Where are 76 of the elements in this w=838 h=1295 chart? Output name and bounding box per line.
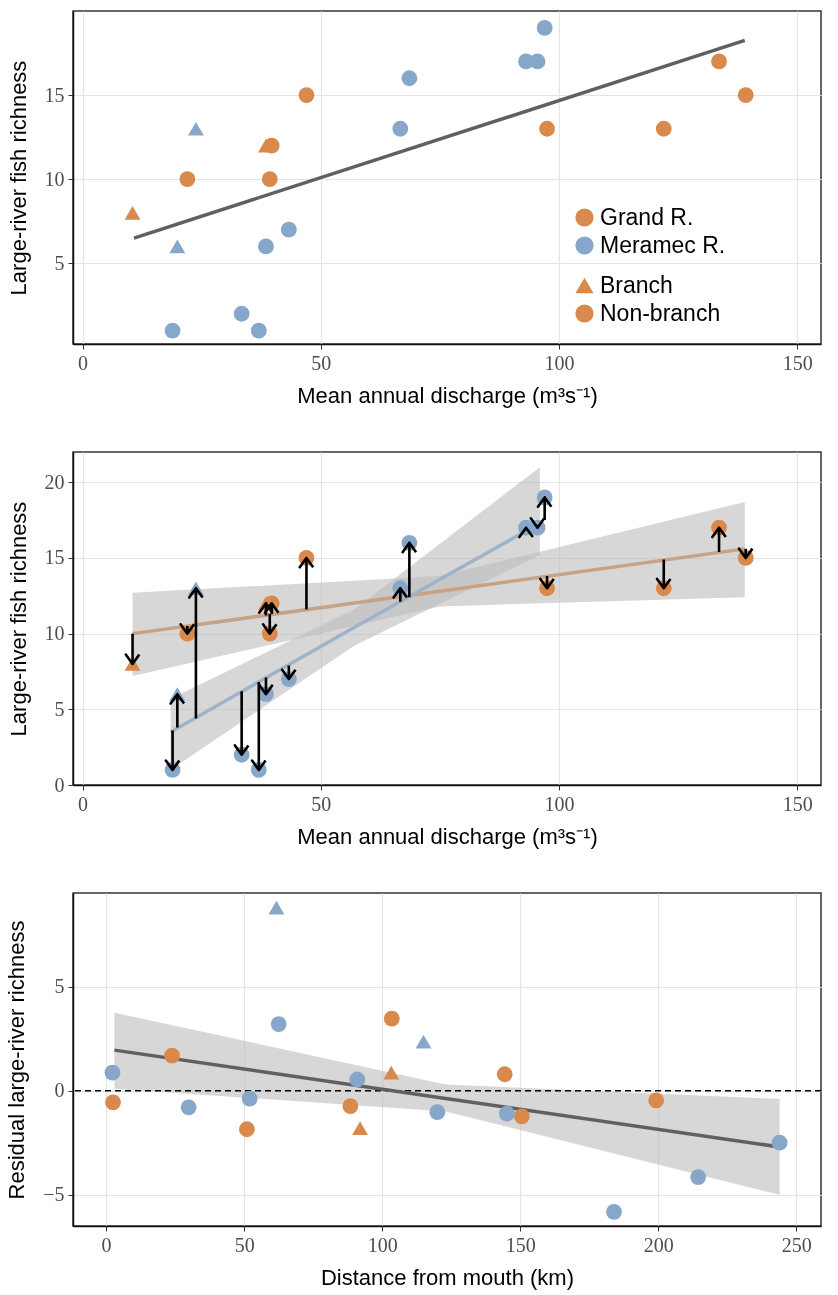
y-tick-label: 0	[54, 773, 65, 796]
point	[258, 238, 274, 255]
x-tick-label: 0	[78, 351, 89, 374]
y-tick-label: 5	[54, 975, 65, 998]
point	[429, 1104, 446, 1121]
point	[250, 322, 267, 339]
point	[270, 1016, 287, 1033]
point	[105, 1094, 121, 1111]
point	[513, 1108, 530, 1125]
y-tick-label: 10	[44, 622, 65, 645]
y-tick-label: 10	[44, 167, 65, 190]
x-tick-label: 250	[781, 1233, 812, 1256]
y-tick-label: 5	[54, 251, 65, 274]
x-tick-label: 100	[544, 351, 575, 374]
point	[241, 1090, 258, 1107]
point	[690, 1169, 707, 1185]
x-axis-title: Distance from mouth (km)	[320, 1264, 575, 1290]
y-tick-label: 20	[44, 470, 65, 493]
legend-label: Branch	[600, 271, 673, 298]
y-axis-title: Large-river fish richness	[5, 501, 31, 737]
point	[298, 87, 315, 103]
point	[401, 70, 418, 87]
y-tick-label: 5	[54, 697, 65, 720]
point	[539, 120, 555, 137]
annotation: Non-branch	[600, 299, 721, 326]
x-axis-title: Mean annual discharge (m³s⁻¹)	[297, 823, 598, 849]
x-tick-label: 50	[311, 351, 332, 374]
x-tick-label: 150	[782, 792, 813, 815]
point	[352, 1121, 368, 1136]
x-axis-title: Mean annual discharge (m³s⁻¹)	[297, 382, 598, 408]
point	[180, 1099, 197, 1116]
x-tick-label: 100	[544, 792, 575, 815]
point	[233, 305, 250, 322]
x-tick-label: 50	[311, 792, 332, 815]
point	[606, 1203, 622, 1220]
point	[392, 120, 409, 137]
point	[164, 1047, 180, 1064]
x-tick-label: 150	[782, 351, 813, 374]
y-axis-title: Residual large-river richness	[4, 920, 30, 1200]
y-axis-title: Large-river fish richness	[5, 60, 31, 296]
point	[383, 1065, 400, 1080]
point	[268, 900, 285, 915]
point	[536, 19, 553, 36]
point	[655, 120, 672, 137]
x-tick-label: 150	[505, 1233, 536, 1256]
point	[261, 171, 278, 188]
point	[737, 87, 754, 103]
point	[280, 221, 297, 238]
point	[711, 53, 727, 70]
x-tick-label: 50	[234, 1233, 255, 1256]
point	[415, 1034, 432, 1049]
point	[188, 121, 204, 136]
point	[104, 1064, 121, 1081]
x-tick-label: 0	[78, 792, 89, 815]
point	[179, 171, 196, 188]
point	[342, 1098, 359, 1115]
y-tick-label: −5	[43, 1183, 65, 1206]
point	[771, 1134, 788, 1151]
point	[164, 322, 181, 339]
y-tick-label: 15	[44, 546, 65, 569]
point	[349, 1071, 366, 1088]
y-tick-label: 0	[54, 1079, 65, 1102]
x-tick-label: 200	[643, 1233, 674, 1256]
point	[498, 1105, 515, 1122]
legend-label: Meramec R.	[600, 231, 726, 258]
point	[529, 53, 546, 70]
x-tick-label: 100	[367, 1233, 398, 1256]
point	[383, 1010, 400, 1027]
point	[238, 1121, 255, 1138]
legend-label: Grand R.	[600, 203, 694, 230]
point	[648, 1092, 665, 1109]
point	[124, 205, 141, 220]
point	[496, 1066, 513, 1083]
y-tick-label: 15	[44, 83, 65, 106]
x-tick-label: 0	[101, 1233, 112, 1256]
point	[169, 239, 186, 254]
